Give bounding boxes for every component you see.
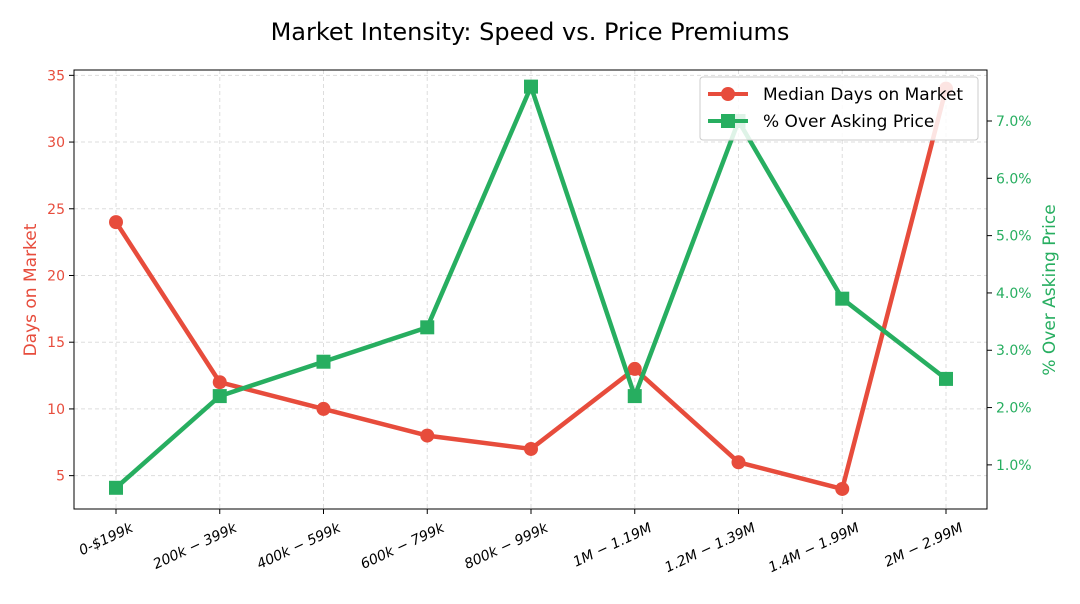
x-tick-label: 200k − 399k	[151, 520, 240, 573]
y-right-tick-label: 6.0%	[996, 171, 1032, 187]
grid	[74, 70, 987, 509]
y-axis-right-label: % Over Asking Price	[1040, 204, 1060, 375]
x-tick-label: 1.2M − 1.39M	[662, 520, 758, 576]
y-left-tick-label: 25	[47, 202, 65, 218]
legend-box	[699, 76, 979, 141]
data-point-pct	[835, 291, 850, 306]
y-right-tick-label: 2.0%	[996, 401, 1032, 417]
y-left-tick-label: 20	[47, 268, 65, 284]
legend-label-days: Median Days on Market	[763, 85, 963, 105]
y-left-tick-label: 35	[47, 68, 65, 84]
y-right-tick-label: 4.0%	[996, 286, 1032, 302]
y-axis-left-label: Days on Market	[21, 223, 41, 356]
y-right-tick-label: 5.0%	[996, 229, 1032, 245]
x-tick-label: 400k − 599k	[255, 520, 344, 573]
y-axis-right: 1.0% 2.0% 3.0% 4.0% 5.0% 6.0% 7.0%	[987, 114, 1032, 474]
x-tick-label: 1M − 1.19M	[571, 520, 655, 570]
data-point-days	[627, 361, 642, 376]
y-right-tick-label: 1.0%	[996, 458, 1032, 474]
x-tick-label: 800k − 999k	[462, 520, 551, 573]
data-point-pct	[627, 389, 642, 404]
y-right-tick-label: 7.0%	[996, 114, 1032, 130]
legend-marker-pct	[721, 114, 735, 128]
y-left-tick-label: 10	[47, 402, 65, 418]
data-point-pct	[420, 320, 435, 335]
x-tick-label: 1.4M − 1.99M	[766, 520, 862, 576]
data-point-pct	[939, 371, 953, 386]
data-point-pct	[524, 79, 538, 94]
data-point-days	[835, 481, 850, 496]
data-point-days	[316, 401, 331, 416]
y-axis-left: 5 10 15 20 25 30 35	[47, 68, 74, 485]
data-point-pct	[212, 389, 227, 404]
x-tick-label: 2M − 2.99M	[882, 520, 966, 570]
y-left-tick-label: 5	[56, 469, 65, 485]
legend: Median Days on Market % Over Asking Pric…	[699, 76, 979, 141]
y-right-tick-label: 3.0%	[996, 343, 1032, 359]
data-point-days	[420, 428, 435, 443]
data-point-days	[212, 375, 227, 390]
y-left-tick-label: 30	[47, 135, 65, 151]
data-point-days	[524, 441, 538, 456]
chart-title: Market Intensity: Speed vs. Price Premiu…	[271, 18, 790, 46]
legend-label-pct: % Over Asking Price	[763, 112, 934, 132]
data-point-pct	[109, 480, 123, 495]
x-axis: 0-$199k 200k − 399k 400k − 599k 600k − 799k…	[77, 509, 966, 576]
y-left-tick-label: 15	[47, 335, 65, 351]
data-point-days	[109, 215, 123, 230]
x-tick-label: 600k − 799k	[358, 520, 447, 573]
data-point-pct	[316, 354, 331, 369]
x-tick-label: 0-$199k	[77, 520, 137, 559]
data-point-days	[731, 455, 746, 470]
legend-marker-days	[721, 87, 735, 101]
